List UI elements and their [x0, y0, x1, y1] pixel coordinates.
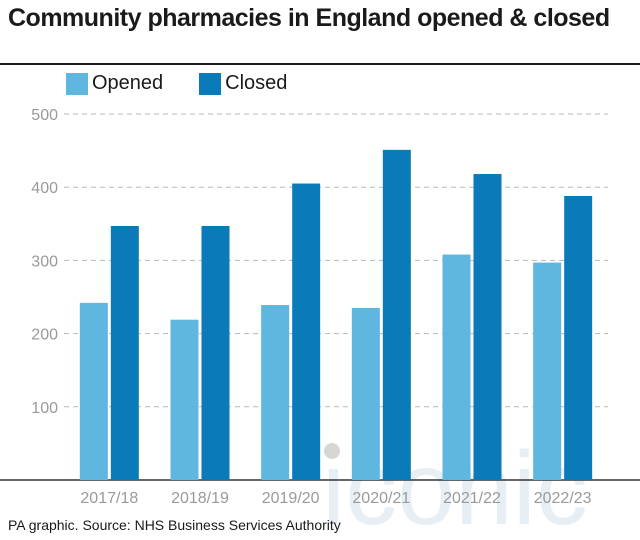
- axis-labels: 100 200 300 400 500 2017/18 2018/19 2019/20 2020…: [31, 107, 591, 507]
- bar-closed-2022/23: [564, 195, 593, 480]
- source-note: PA graphic. Source: NHS Business Service…: [8, 517, 341, 533]
- bar-opened-2020/21: [351, 307, 380, 480]
- bar-opened-2021/22: [442, 254, 471, 480]
- legend-swatch-closed: [199, 72, 222, 95]
- y-tick-label: 100: [31, 400, 58, 417]
- bar-opened-2022/23: [533, 262, 562, 480]
- bar-opened-2018/19: [170, 319, 199, 480]
- legend-item-closed: Closed: [199, 72, 287, 95]
- x-tick-label: 2022/23: [534, 490, 592, 507]
- y-tick-label: 200: [31, 327, 58, 344]
- chart-title: Community pharmacies in England opened &…: [8, 4, 610, 32]
- legend-label-closed: Closed: [225, 72, 288, 94]
- legend-item-opened: Opened: [66, 72, 163, 95]
- y-tick-label: 300: [31, 253, 58, 270]
- bar-closed-2017/18: [110, 225, 139, 480]
- bar-closed-2020/21: [382, 149, 411, 481]
- legend-label-opened: Opened: [92, 72, 164, 94]
- bar-opened-2017/18: [79, 302, 108, 480]
- watermark-dot-left: [324, 443, 340, 459]
- title-divider: [0, 63, 640, 65]
- legend-swatch-opened: [66, 72, 88, 95]
- y-tick-label: 500: [31, 107, 58, 124]
- bar-closed-2019/20: [292, 183, 321, 481]
- x-tick-label: 2020/21: [352, 490, 410, 507]
- y-tick-label: 400: [31, 180, 58, 197]
- x-tick-label: 2017/18: [80, 490, 138, 507]
- bar-opened-2019/20: [261, 305, 290, 480]
- x-tick-label: 2021/22: [443, 490, 501, 507]
- x-tick-label: 2018/19: [171, 490, 229, 507]
- x-tick-label: 2019/20: [262, 490, 320, 507]
- legend: Opened Closed: [66, 72, 313, 95]
- bar-closed-2021/22: [473, 174, 502, 481]
- bar-closed-2018/19: [201, 225, 230, 480]
- bars: [79, 149, 593, 481]
